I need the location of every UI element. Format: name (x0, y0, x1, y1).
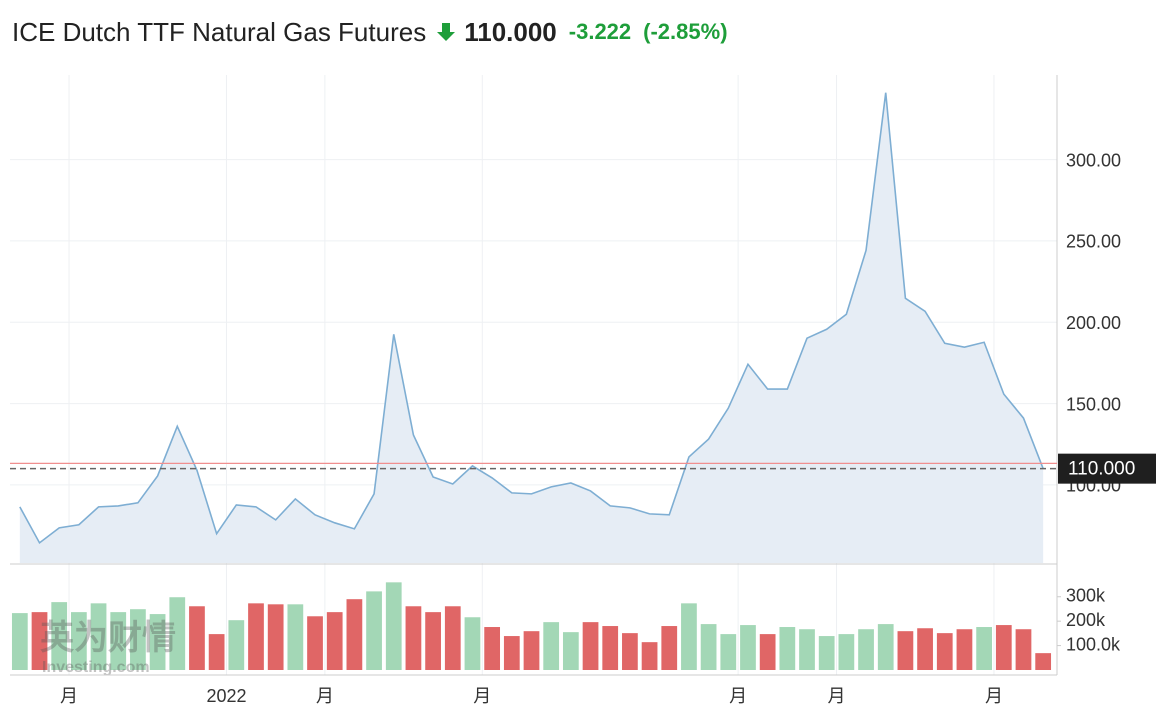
volume-bar (287, 604, 304, 670)
volume-bar (858, 629, 874, 670)
y-tick-label: 300k (1066, 585, 1106, 605)
volume-bar (189, 606, 205, 670)
volume-bar (71, 612, 87, 670)
volume-bar (90, 603, 107, 670)
area (19, 92, 1044, 564)
volume-bar (995, 625, 1012, 670)
price: 110.000 (464, 16, 557, 47)
volume-bar (385, 582, 402, 670)
change: -3.222 (568, 19, 632, 44)
volume-bar (444, 606, 461, 670)
volume-bar (248, 603, 264, 670)
volume-bar (11, 613, 28, 670)
volume-bar (582, 622, 599, 670)
volume-bar (956, 629, 973, 670)
volume-bar (464, 617, 481, 670)
y-tick-label: 300.00 (1066, 150, 1121, 170)
volume-bar (700, 624, 717, 670)
volume-bar (1035, 653, 1052, 670)
x-tick-label: 月 (828, 686, 846, 706)
volume-bar (425, 612, 441, 670)
volume-bar (897, 631, 914, 670)
volume-bar (484, 627, 501, 670)
down-arrow (437, 23, 456, 41)
volume-bar (740, 625, 756, 670)
title: ICE Dutch TTF Natural Gas Futures (12, 16, 427, 47)
volume-bar (799, 629, 815, 670)
volume-bar (149, 614, 166, 670)
x-tick-label: 月 (473, 686, 491, 706)
x-tick-label: 月 (316, 686, 334, 706)
volume-bar (31, 612, 48, 670)
volume-bar (661, 626, 678, 670)
volume-bar (622, 633, 638, 670)
volume-bar (720, 634, 737, 670)
y-tick-label: 250.00 (1066, 232, 1121, 252)
x-tick-label: 2022 (206, 686, 246, 706)
volume-bar (110, 612, 127, 670)
volume-bar (759, 634, 776, 670)
volume-bar (681, 603, 697, 670)
volume-bar (838, 634, 855, 670)
volume-bar (346, 599, 363, 670)
volume-bar (228, 620, 245, 670)
header: ICE Dutch TTF Natural Gas Futures 110.00… (12, 14, 728, 50)
x-tick-label: 月 (985, 686, 1003, 706)
y-tick-label: 200k (1066, 610, 1106, 630)
price-line (19, 92, 1044, 545)
volume-bar (1015, 629, 1032, 670)
volume-bar (366, 591, 382, 670)
volume-bar (51, 602, 68, 670)
watermark: Investing.com (42, 659, 150, 676)
volume-bar (169, 597, 186, 670)
volume-bar (917, 628, 933, 670)
volume-bar (877, 624, 894, 670)
last-price-box (1058, 453, 1156, 484)
volume-bar (936, 633, 953, 670)
volume-bar (523, 631, 540, 670)
watermark: 英为财情 (40, 619, 176, 657)
volume-bar (641, 642, 658, 670)
y-tick-label: 150.00 (1066, 394, 1121, 414)
x-tick-label: 月 (60, 686, 78, 706)
volume-bar (818, 636, 835, 670)
y-tick-label: 200.00 (1066, 313, 1121, 333)
volume-bar (130, 609, 146, 670)
volume-bar (562, 632, 579, 670)
volume-bar (405, 606, 422, 670)
volume-bar (976, 627, 992, 670)
last-price-label: 110.000 (1068, 459, 1135, 480)
volume-bar (602, 626, 619, 670)
volume-bar (779, 627, 796, 670)
x-tick-label: 月 (729, 686, 747, 706)
change-percent: (-2.85%) (643, 19, 728, 44)
volume-bar (267, 604, 284, 670)
volume-bar (307, 616, 323, 670)
volume-bar (208, 634, 225, 670)
y-tick-label: 100.0k (1066, 634, 1121, 654)
volume-bar (326, 612, 343, 670)
volume-bar (543, 622, 560, 670)
volume-bar (503, 636, 520, 670)
